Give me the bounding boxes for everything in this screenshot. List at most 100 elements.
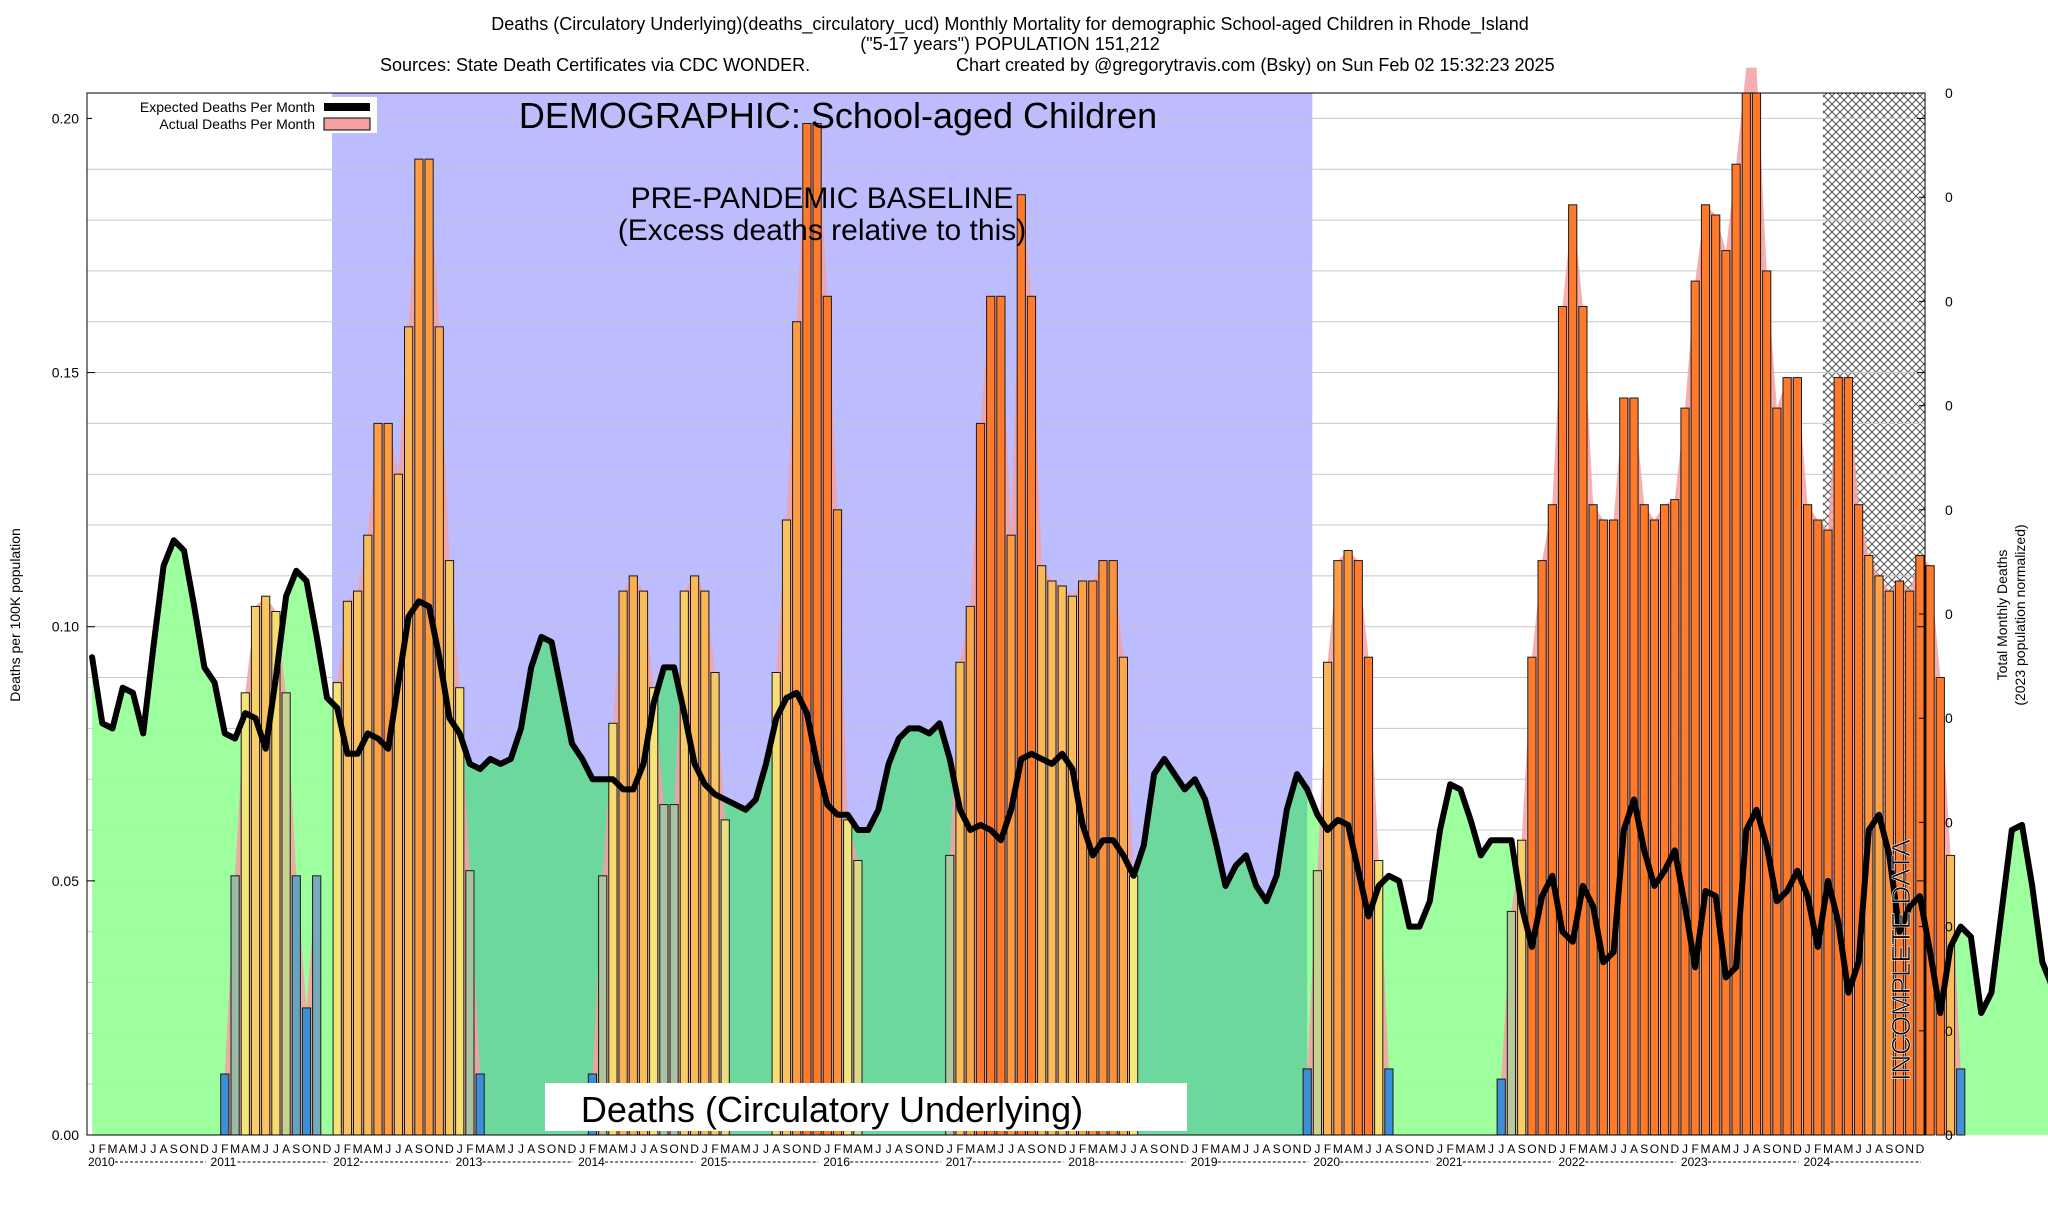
actual-bar bbox=[1639, 504, 1649, 1136]
actual-bar bbox=[301, 1007, 312, 1136]
legend-actual-label: Actual Deaths Per Month bbox=[159, 116, 315, 132]
month-tick-label: J bbox=[1366, 1142, 1372, 1156]
right-tick-label: 0 bbox=[1945, 502, 1953, 518]
month-tick-label: J bbox=[508, 1142, 514, 1156]
month-tick-label: O bbox=[424, 1142, 433, 1156]
actual-bar bbox=[444, 560, 455, 1136]
actual-bar bbox=[1915, 555, 1925, 1136]
y-tick-label: 0.00 bbox=[52, 1127, 79, 1143]
month-tick-label: O bbox=[1282, 1142, 1291, 1156]
month-tick-label: S bbox=[1150, 1142, 1158, 1156]
month-tick-label: N bbox=[803, 1142, 812, 1156]
month-tick-label: S bbox=[1885, 1142, 1893, 1156]
actual-bar bbox=[1925, 565, 1935, 1136]
actual-bar bbox=[700, 590, 710, 1136]
actual-bar bbox=[1680, 407, 1690, 1136]
month-tick-label: J bbox=[1008, 1142, 1014, 1156]
month-tick-label: O bbox=[547, 1142, 556, 1156]
year-tick-label: 2021 bbox=[1436, 1155, 1463, 1169]
month-tick-label: J bbox=[385, 1142, 391, 1156]
month-tick-label: S bbox=[1395, 1142, 1403, 1156]
actual-bar bbox=[1037, 565, 1047, 1136]
right-tick-label: 0 bbox=[1945, 1127, 1953, 1143]
actual-bar bbox=[424, 158, 434, 1136]
month-tick-label: M bbox=[108, 1142, 118, 1156]
month-tick-label: D bbox=[1548, 1142, 1557, 1156]
month-tick-label: M bbox=[496, 1142, 506, 1156]
actual-bar bbox=[1782, 377, 1792, 1136]
month-tick-label: N bbox=[925, 1142, 934, 1156]
month-tick-label: J bbox=[518, 1142, 524, 1156]
month-tick-label: S bbox=[1027, 1142, 1035, 1156]
year-tick-label: 2017 bbox=[946, 1155, 973, 1169]
actual-bar bbox=[1854, 504, 1864, 1136]
month-tick-label: J bbox=[1733, 1142, 1739, 1156]
right-tick-label: 0 bbox=[1945, 85, 1953, 101]
month-tick-label: A bbox=[1221, 1142, 1229, 1156]
month-tick-label: N bbox=[1538, 1142, 1547, 1156]
actual-bar bbox=[955, 661, 965, 1136]
y-axis-label-left: Deaths per 100K population bbox=[7, 528, 23, 702]
month-tick-label: S bbox=[1640, 1142, 1648, 1156]
month-tick-label: A bbox=[731, 1142, 739, 1156]
actual-bar bbox=[434, 326, 444, 1136]
month-tick-label: M bbox=[986, 1142, 996, 1156]
actual-bar bbox=[393, 473, 403, 1136]
month-tick-label: M bbox=[128, 1142, 138, 1156]
month-tick-label: F bbox=[344, 1142, 351, 1156]
month-tick-label: F bbox=[466, 1142, 473, 1156]
month-tick-label: S bbox=[292, 1142, 300, 1156]
right-tick-label: 0 bbox=[1945, 919, 1953, 935]
actual-bar bbox=[455, 687, 465, 1136]
month-tick-label: M bbox=[1353, 1142, 1363, 1156]
month-tick-label: F bbox=[1692, 1142, 1699, 1156]
baseline-label-line2: (Excess deaths relative to this) bbox=[618, 214, 1027, 247]
actual-bar bbox=[1629, 397, 1639, 1136]
actual-bar bbox=[1527, 656, 1537, 1136]
y-tick-label: 0.05 bbox=[52, 873, 79, 889]
month-tick-label: M bbox=[965, 1142, 975, 1156]
right-tick-label: 0 bbox=[1945, 1023, 1953, 1039]
month-tick-label: D bbox=[690, 1142, 699, 1156]
month-tick-label: J bbox=[875, 1142, 881, 1156]
cause-label-box: Deaths (Circulatory Underlying) bbox=[545, 1083, 1187, 1131]
actual-bar bbox=[353, 590, 363, 1136]
actual-bar bbox=[638, 590, 649, 1136]
month-tick-label: F bbox=[1201, 1142, 1208, 1156]
legend-actual-swatch bbox=[323, 117, 371, 131]
month-tick-label: F bbox=[1079, 1142, 1086, 1156]
month-tick-label: N bbox=[1048, 1142, 1057, 1156]
month-tick-label: A bbox=[160, 1142, 168, 1156]
month-tick-label: M bbox=[1210, 1142, 1220, 1156]
y-axis-label-right-line2: (2023 population normalized) bbox=[2012, 524, 2028, 705]
month-tick-label: M bbox=[1476, 1142, 1486, 1156]
actual-bar bbox=[986, 295, 996, 1136]
month-tick-label: M bbox=[353, 1142, 363, 1156]
actual-bar bbox=[261, 595, 271, 1136]
actual-bar bbox=[465, 870, 475, 1136]
chart-title-line2: ("5-17 years") POPULATION 151,212 bbox=[860, 34, 1160, 54]
actual-bar bbox=[1506, 910, 1517, 1136]
actual-bar bbox=[250, 605, 261, 1136]
right-tick-label: 0 bbox=[1945, 398, 1953, 414]
month-tick-label: A bbox=[282, 1142, 290, 1156]
month-tick-label: M bbox=[1108, 1142, 1118, 1156]
month-tick-label: J bbox=[1743, 1142, 1749, 1156]
year-tick-label: 2019 bbox=[1191, 1155, 1218, 1169]
month-tick-label: A bbox=[486, 1142, 494, 1156]
year-tick-label: 2012 bbox=[333, 1155, 360, 1169]
month-tick-label: A bbox=[1344, 1142, 1352, 1156]
month-tick-label: J bbox=[947, 1142, 953, 1156]
month-tick-label: J bbox=[1866, 1142, 1872, 1156]
actual-bar bbox=[618, 590, 628, 1136]
month-tick-label: F bbox=[1814, 1142, 1821, 1156]
actual-bar bbox=[1557, 306, 1568, 1136]
month-tick-label: O bbox=[1527, 1142, 1536, 1156]
month-tick-label: M bbox=[251, 1142, 261, 1156]
month-tick-label: M bbox=[475, 1142, 485, 1156]
year-tick-label: 2023 bbox=[1681, 1155, 1708, 1169]
actual-bar bbox=[363, 534, 373, 1136]
month-tick-label: S bbox=[905, 1142, 913, 1156]
month-tick-label: M bbox=[741, 1142, 751, 1156]
actual-bar bbox=[802, 123, 812, 1136]
